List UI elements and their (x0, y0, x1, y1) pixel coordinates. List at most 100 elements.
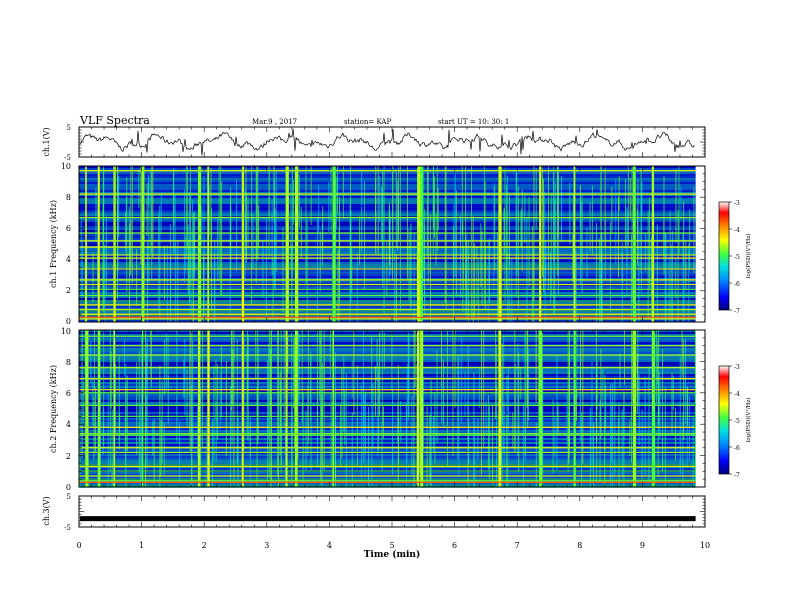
spectrogram-speckle (516, 170, 518, 276)
spectrogram-impulse (604, 166, 606, 249)
spectrogram-speckle (413, 232, 415, 322)
spectrogram-speckle (293, 348, 295, 386)
spectrogram-band (79, 382, 696, 384)
spectrogram-speckle (334, 352, 336, 462)
spectrogram-speckle (434, 176, 436, 238)
spectrogram-speckle (351, 412, 353, 487)
spectrogram-speckle (621, 409, 623, 476)
spectrogram-impulse (84, 330, 86, 380)
spectrogram-speckle (376, 338, 378, 382)
spectrogram-speckle (337, 249, 339, 322)
spectrogram-speckle (184, 338, 186, 416)
spectrogram-speckle (659, 389, 661, 439)
spectrogram-impulse (85, 166, 87, 322)
spectrogram-speckle (305, 410, 307, 471)
spectrogram-speckle (211, 419, 213, 487)
spectrogram-speckle (581, 412, 583, 487)
spectrogram-speckle (457, 357, 459, 460)
spectrogram-speckle (488, 403, 490, 479)
spectrogram-impulse (420, 330, 424, 487)
spectrogram-band (79, 396, 696, 398)
spectrogram-impulse (131, 166, 133, 283)
spectrogram-band (79, 212, 696, 214)
header: VLF Spectra Mar.9 , 2017 station= KAP st… (79, 114, 509, 127)
spectrogram-speckle (128, 206, 130, 258)
spectrogram-band (79, 366, 696, 368)
spectrogram-band (79, 350, 696, 352)
spectrogram-speckle (454, 173, 456, 277)
spectrogram-speckle (361, 206, 363, 253)
spectrogram-speckle (406, 403, 408, 487)
spectrogram-speckle (484, 180, 486, 284)
spectrogram-speckle (599, 399, 601, 483)
time-tick-label: 0 (76, 541, 81, 550)
spectrogram-speckle (461, 335, 463, 425)
spectrogram-speckle (648, 367, 650, 484)
spectrogram-speckle (359, 215, 361, 265)
spectrogram-speckle (388, 202, 390, 266)
spectrogram-speckle (389, 215, 391, 276)
spectrogram-impulse (400, 166, 401, 312)
spectrogram-band (79, 462, 696, 464)
spectrogram-speckle (310, 351, 312, 422)
spectrogram-speckle (426, 406, 428, 487)
spectrogram-impulse (498, 330, 502, 487)
ch2-freq-tick: 2 (66, 452, 71, 461)
spectrogram-speckle (619, 352, 621, 388)
ch1-ytick-top: 5 (67, 124, 71, 132)
spectrogram-speckle (680, 186, 682, 220)
spectrogram-speckle (637, 209, 638, 266)
ch3-waveform-panel: 5 -5 ch.3(V) (42, 493, 706, 532)
spectrogram-speckle (232, 349, 234, 405)
ch1-colorbar: -3 -4 -5 -6 -7 log(PSD)(V²/Hz) (718, 200, 752, 315)
spectrogram-impulse (256, 166, 258, 259)
spectrogram-impulse (538, 330, 540, 405)
spectrogram-speckle (123, 340, 125, 376)
spectrogram-speckle (274, 209, 276, 292)
spectrogram-speckle (621, 252, 623, 322)
spectrogram-band (79, 204, 696, 206)
spectrogram-impulse (632, 330, 634, 403)
spectrogram-impulse (652, 330, 653, 409)
spectrogram-tone-line (79, 246, 696, 248)
spectrogram-impulse (202, 330, 204, 447)
spectrogram-impulse (278, 330, 279, 487)
spectrogram-speckle (126, 375, 128, 452)
spectrogram-impulse (445, 166, 447, 310)
spectrogram-tone-line (79, 434, 696, 436)
spectrogram-impulse (681, 330, 683, 378)
figure-title: VLF Spectra (79, 114, 150, 127)
spectrogram-speckle (506, 414, 508, 487)
spectrogram-speckle (435, 214, 437, 266)
spectrogram-band (79, 174, 696, 176)
spectrogram-impulse (465, 166, 467, 290)
spectrogram-impulse (436, 166, 438, 252)
spectrogram-speckle (550, 193, 552, 296)
spectrogram-speckle (214, 240, 216, 322)
spectrogram-speckle (344, 390, 346, 446)
ch3-ytick-top: 5 (67, 493, 71, 501)
spectrogram-impulse (130, 166, 132, 267)
time-tick-label: 1 (139, 541, 144, 550)
spectrogram-speckle (609, 222, 611, 313)
spectrogram-tone-line (79, 335, 696, 337)
spectrogram-impulse (189, 330, 191, 452)
spectrogram-impulse (151, 166, 153, 281)
ch1-freq-tick: 8 (66, 193, 71, 202)
spectrogram-band (79, 450, 696, 452)
ch2-colorbar: -3 -4 -5 -6 -7 log(PSD)(V²/Hz) (718, 364, 752, 479)
spectrogram-band (79, 314, 696, 316)
spectrogram-impulse (330, 166, 332, 232)
spectrogram-speckle (290, 183, 292, 269)
spectrogram-tone-line (79, 378, 696, 380)
ch2-colorbar-bar (718, 365, 730, 475)
spectrogram-band (79, 306, 696, 308)
spectrogram-speckle (252, 213, 254, 270)
time-tick-label: 3 (264, 541, 269, 550)
spectrogram-impulse (270, 330, 272, 436)
spectrogram-band (79, 368, 696, 370)
spectrogram-impulse (582, 330, 584, 464)
spectrogram-impulse (251, 166, 253, 305)
spectrogram-speckle (320, 404, 322, 484)
